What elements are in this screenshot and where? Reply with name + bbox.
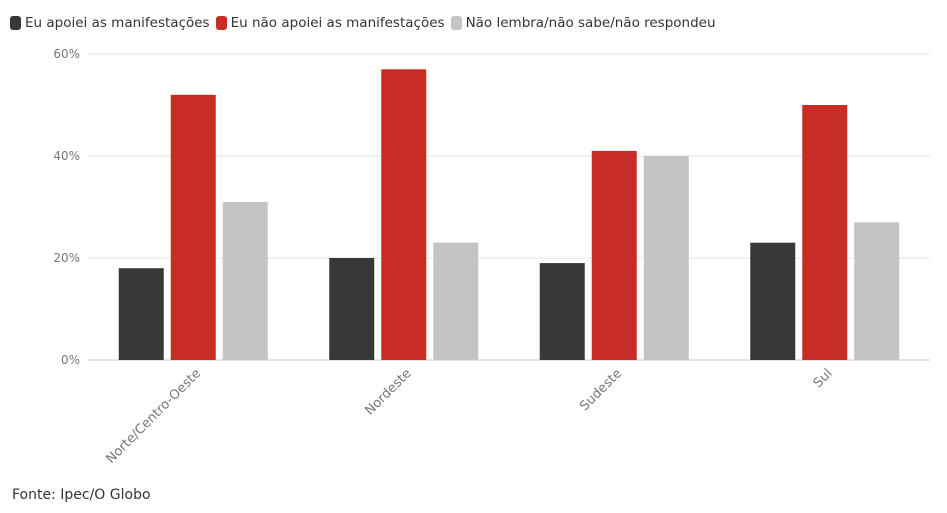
- y-tick-label: 20%: [53, 251, 80, 265]
- source-note: Fonte: Ipec/O Globo: [12, 487, 151, 503]
- legend-swatch-nao-sabe: [450, 16, 462, 30]
- x-tick-label: Nordeste: [362, 366, 414, 418]
- bar: [750, 242, 796, 360]
- y-tick-label: 0%: [61, 353, 80, 367]
- bar: [170, 94, 216, 361]
- bar: [854, 222, 900, 360]
- legend-label-apoiei: Eu apoiei as manifestações: [25, 15, 210, 31]
- bar: [591, 150, 637, 360]
- bar: [643, 156, 689, 360]
- legend-item-nao-apoiei[interactable]: Eu não apoiei as manifestações: [215, 15, 445, 31]
- legend-item-nao-sabe[interactable]: Não lembra/não sabe/não respondeu: [450, 15, 716, 31]
- bar: [539, 263, 585, 360]
- x-tick-label: Sudeste: [577, 366, 625, 414]
- x-tick-label: Sul: [811, 366, 836, 391]
- legend-label-nao-sabe: Não lembra/não sabe/não respondeu: [465, 15, 716, 31]
- y-tick-label: 40%: [53, 149, 80, 163]
- chart-legend: Eu apoiei as manifestações Eu não apoiei…: [10, 12, 722, 34]
- legend-swatch-apoiei: [10, 16, 21, 30]
- bar: [381, 69, 427, 361]
- x-tick-label: Norte/Centro-Oeste: [103, 366, 204, 467]
- legend-swatch-nao-apoiei: [215, 16, 227, 30]
- bar: [802, 105, 848, 360]
- legend-item-apoiei[interactable]: Eu apoiei as manifestações: [10, 15, 210, 31]
- bar: [433, 242, 479, 360]
- bar: [329, 258, 375, 360]
- y-tick-label: 60%: [53, 47, 80, 61]
- bar: [222, 201, 268, 360]
- legend-label-nao-apoiei: Eu não apoiei as manifestações: [230, 15, 445, 31]
- bar: [118, 268, 164, 360]
